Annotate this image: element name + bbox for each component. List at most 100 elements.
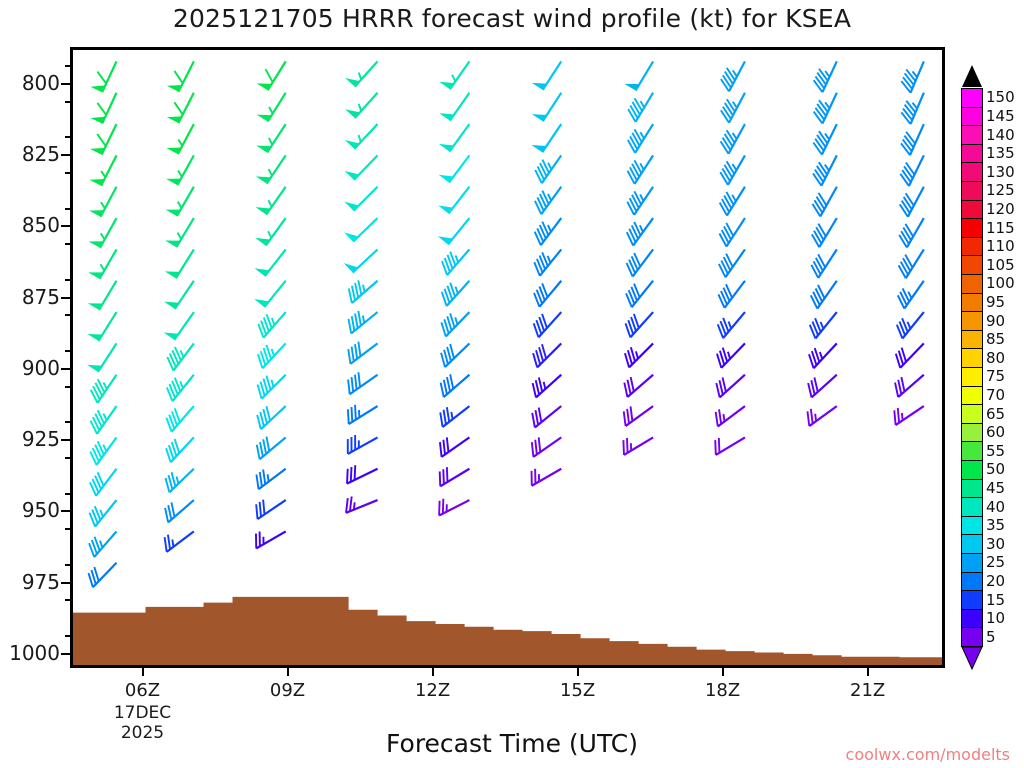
colorbar-swatch [961, 236, 983, 257]
colorbar-tick-label: 85 [986, 330, 1006, 349]
colorbar-swatch [961, 404, 983, 424]
colorbar-swatch [961, 106, 983, 127]
colorbar-tick-label: 150 [986, 88, 1015, 107]
colorbar-swatch [961, 292, 983, 313]
colorbar-swatch [961, 348, 983, 368]
y-axis-minor-tick [65, 528, 70, 531]
y-axis-minor-tick [65, 100, 70, 103]
y-axis-tick-label: 925 [21, 427, 60, 452]
chart-title: 2025121705 HRRR forecast wind profile (k… [172, 4, 852, 33]
terrain-layer [73, 596, 942, 665]
date-line: 17DEC [113, 703, 172, 723]
y-axis-minor-tick [65, 563, 70, 566]
colorbar-tick-label: 40 [986, 497, 1006, 516]
wind-barb-layer [87, 60, 925, 588]
colorbar-tick-label: 25 [986, 553, 1006, 572]
y-axis-tick-label: 800 [21, 71, 60, 96]
terrain-fill [73, 596, 942, 665]
colorbar-swatch [961, 460, 983, 480]
colorbar [961, 88, 983, 647]
y-axis-minor-tick [65, 243, 70, 246]
colorbar-tick-label: 45 [986, 478, 1006, 497]
colorbar-swatch [961, 181, 983, 201]
barb-column [343, 60, 379, 514]
y-axis-minor-tick [65, 314, 70, 317]
barb-column [622, 60, 655, 456]
colorbar-tick-label: 135 [986, 144, 1015, 163]
y-axis-tick-label: 975 [21, 569, 60, 594]
barb-column [806, 60, 838, 427]
barb-column [530, 60, 563, 487]
colorbar-swatch [961, 497, 983, 517]
colorbar-tick-label: 140 [986, 125, 1015, 144]
y-axis-tick-label: 850 [21, 213, 60, 238]
colorbar-swatch [961, 162, 983, 182]
x-axis-tick-label: 15Z [559, 680, 596, 701]
y-axis-tick-label: 950 [21, 498, 60, 523]
y-axis-tick [61, 296, 70, 299]
plot-area [70, 47, 945, 668]
colorbar-swatch [961, 199, 983, 220]
colorbar-swatch [961, 590, 983, 610]
x-axis-tick [576, 668, 579, 676]
colorbar-tick-label: 90 [986, 311, 1006, 330]
y-axis-minor-tick [65, 65, 70, 68]
colorbar-tick-label: 75 [986, 367, 1006, 386]
colorbar-tick-label: 115 [986, 218, 1015, 237]
colorbar-swatch [961, 367, 983, 387]
colorbar-swatch [961, 125, 983, 145]
y-axis-tick-label: 825 [21, 142, 60, 167]
x-axis-title: Forecast Time (UTC) [386, 729, 638, 758]
colorbar-over-arrow [962, 65, 982, 87]
y-axis-minor-tick [65, 350, 70, 353]
colorbar-swatch [961, 88, 983, 108]
y-axis-minor-tick [65, 207, 70, 210]
x-axis-tick-label: 12Z [414, 680, 451, 701]
colorbar-tick-label: 95 [986, 292, 1006, 311]
y-axis-tick [61, 83, 70, 86]
colorbar-swatch [961, 534, 983, 554]
colorbar-tick-label: 50 [986, 460, 1006, 479]
y-axis-tick [61, 225, 70, 228]
x-axis-tick [431, 668, 434, 676]
colorbar-tick-label: 130 [986, 162, 1015, 181]
colorbar-swatch [961, 329, 983, 350]
colorbar-tick-label: 125 [986, 181, 1015, 200]
date-line: 2025 [120, 723, 165, 743]
colorbar-swatch [961, 515, 983, 536]
colorbar-tick-label: 5 [986, 627, 996, 646]
colorbar-swatch [961, 274, 983, 294]
y-axis-minor-tick [65, 385, 70, 388]
barb-column [87, 60, 118, 588]
colorbar-tick-label: 30 [986, 534, 1006, 553]
x-axis-tick-label: 06Z [124, 680, 161, 701]
source-watermark: coolwx.com/modelts [845, 745, 1010, 764]
colorbar-tick-label: 55 [986, 441, 1006, 460]
y-axis-tick [61, 154, 70, 157]
barb-column [254, 60, 287, 550]
colorbar-tick-label: 145 [986, 106, 1015, 125]
colorbar-tick-label: 60 [986, 423, 1006, 442]
y-axis-tick-label: 875 [21, 284, 60, 309]
y-axis-minor-tick [65, 278, 70, 281]
colorbar-swatch [961, 311, 983, 331]
x-axis-tick-label: 21Z [850, 680, 886, 701]
x-axis-tick-label: 18Z [704, 680, 741, 701]
y-axis-minor-tick [65, 421, 70, 424]
y-axis-tick [61, 581, 70, 584]
colorbar-tick-label: 20 [986, 571, 1006, 590]
x-axis-tick-label: 09Z [269, 680, 306, 701]
colorbar-swatch [961, 627, 983, 647]
colorbar-tick-label: 120 [986, 199, 1015, 218]
y-axis-tick [61, 367, 70, 370]
colorbar-tick-label: 65 [986, 404, 1006, 423]
colorbar-tick-label: 80 [986, 348, 1006, 367]
colorbar-under-arrow [961, 646, 983, 670]
y-axis-minor-tick [65, 599, 70, 602]
barb-column [714, 60, 746, 456]
colorbar-swatch [961, 385, 983, 406]
y-axis-minor-tick [65, 456, 70, 459]
y-axis-tick [61, 652, 70, 655]
colorbar-tick-label: 100 [986, 274, 1015, 293]
